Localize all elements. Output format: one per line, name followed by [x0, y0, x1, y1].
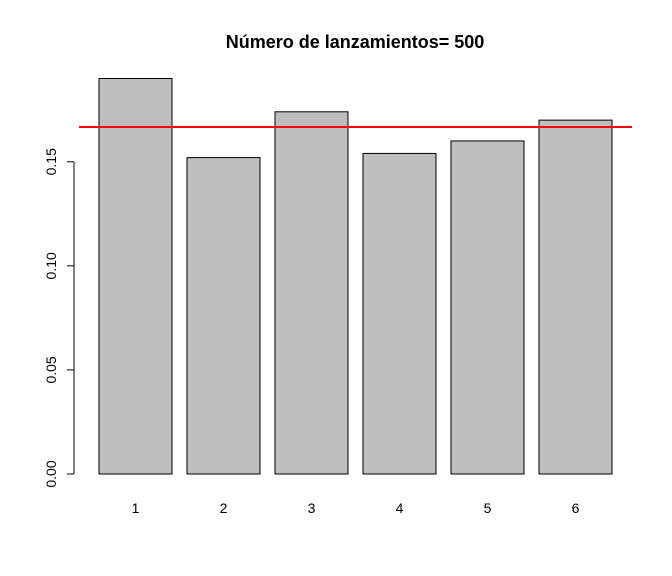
- chart-title: Número de lanzamientos= 500: [226, 32, 485, 52]
- bars-group: [98, 77, 613, 475]
- bar-2: [186, 157, 261, 475]
- x-tick-label: 2: [220, 500, 228, 516]
- bar-3: [274, 111, 349, 475]
- y-tick-label: 0.10: [43, 252, 59, 279]
- bar-5: [450, 140, 525, 475]
- x-axis-labels: 1 2 3 4 5 6: [132, 500, 580, 516]
- bar-6: [538, 119, 613, 475]
- y-axis-ticks: 0.00 0.05 0.10 0.15: [43, 148, 74, 488]
- y-tick-label: 0.05: [43, 356, 59, 383]
- x-tick-label: 1: [132, 500, 140, 516]
- x-tick-label: 3: [308, 500, 316, 516]
- x-tick-label: 4: [396, 500, 404, 516]
- y-tick-label: 0.15: [43, 148, 59, 175]
- bar-4: [362, 152, 437, 475]
- x-tick-label: 5: [484, 500, 492, 516]
- bar-1: [98, 77, 173, 475]
- y-tick-label: 0.00: [43, 460, 59, 487]
- x-tick-label: 6: [572, 500, 580, 516]
